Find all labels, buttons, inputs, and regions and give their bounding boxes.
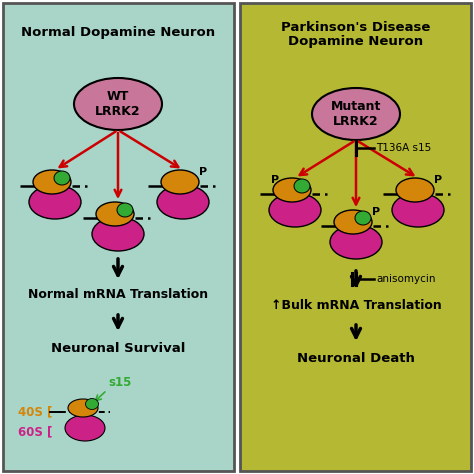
Text: Neuronal Survival: Neuronal Survival	[51, 342, 185, 355]
Text: 60S [: 60S [	[18, 426, 52, 438]
Text: 40S [: 40S [	[18, 405, 52, 419]
Ellipse shape	[312, 88, 400, 140]
Ellipse shape	[294, 179, 310, 193]
Ellipse shape	[29, 185, 81, 219]
Text: P: P	[199, 167, 207, 177]
Text: T136A s15: T136A s15	[376, 143, 431, 153]
Text: ↑Bulk mRNA Translation: ↑Bulk mRNA Translation	[271, 299, 441, 312]
Ellipse shape	[334, 210, 372, 234]
Text: WT
LRRK2: WT LRRK2	[95, 90, 141, 118]
Text: Parkinson's Disease
Dopamine Neuron: Parkinson's Disease Dopamine Neuron	[281, 21, 431, 48]
Ellipse shape	[392, 193, 444, 227]
Text: Neuronal Death: Neuronal Death	[297, 352, 415, 365]
Ellipse shape	[54, 171, 70, 185]
Ellipse shape	[85, 399, 99, 410]
FancyBboxPatch shape	[240, 3, 471, 471]
Ellipse shape	[33, 170, 71, 194]
Text: Mutant
LRRK2: Mutant LRRK2	[331, 100, 381, 128]
Ellipse shape	[396, 178, 434, 202]
FancyBboxPatch shape	[3, 3, 234, 471]
Text: Normal Dopamine Neuron: Normal Dopamine Neuron	[21, 26, 215, 39]
Ellipse shape	[68, 399, 98, 417]
Ellipse shape	[96, 202, 134, 226]
Ellipse shape	[65, 415, 105, 441]
Ellipse shape	[161, 170, 199, 194]
Text: P: P	[372, 207, 380, 217]
Ellipse shape	[74, 78, 162, 130]
Ellipse shape	[273, 178, 311, 202]
Text: P: P	[271, 175, 279, 185]
Text: P: P	[434, 175, 442, 185]
Ellipse shape	[269, 193, 321, 227]
Text: s15: s15	[108, 376, 131, 389]
Ellipse shape	[330, 225, 382, 259]
Ellipse shape	[157, 185, 209, 219]
Ellipse shape	[117, 203, 133, 217]
Text: Normal mRNA Translation: Normal mRNA Translation	[28, 288, 208, 301]
Ellipse shape	[355, 211, 371, 225]
Ellipse shape	[92, 217, 144, 251]
Text: anisomycin: anisomycin	[376, 274, 436, 284]
